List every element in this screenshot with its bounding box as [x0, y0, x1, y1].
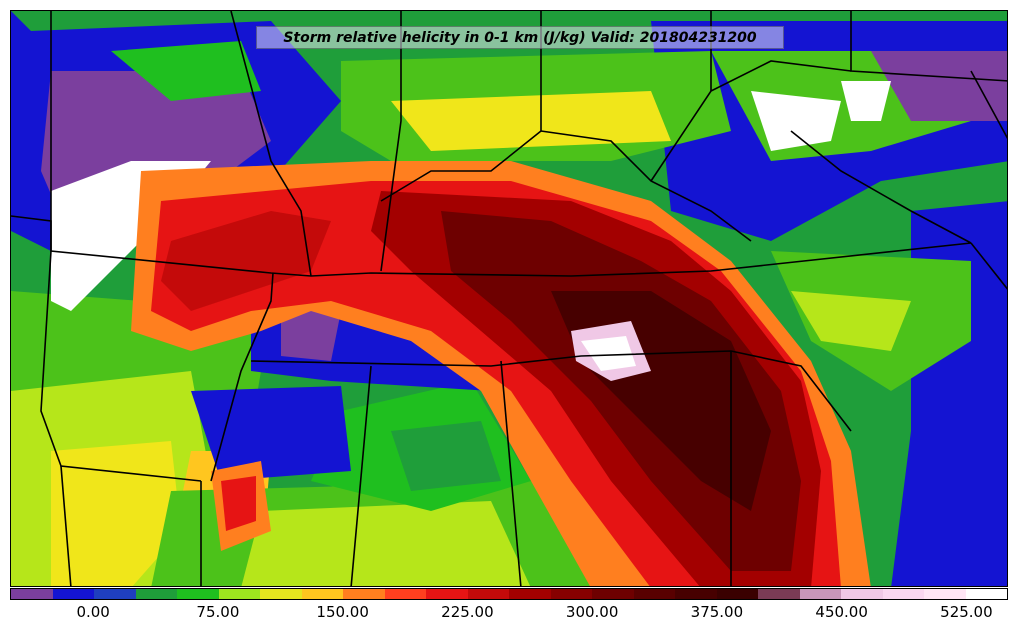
colorbar-segment	[218, 589, 260, 599]
colorbar-segment	[675, 589, 717, 599]
colorbar-segment	[550, 589, 592, 599]
colorbar-segment	[924, 589, 966, 599]
colorbar-segment	[94, 589, 136, 599]
map-title: Storm relative helicity in 0-1 km (J/kg)…	[283, 29, 757, 46]
colorbar-segment	[799, 589, 841, 599]
colorbar	[10, 588, 1008, 600]
colorbar-segment	[882, 589, 924, 599]
colorbar-segment	[11, 589, 53, 599]
colorbar-segment	[965, 589, 1007, 599]
colorbar-tick-label: 525.00	[940, 603, 993, 621]
colorbar-segment	[509, 589, 551, 599]
map-title-box: Storm relative helicity in 0-1 km (J/kg)…	[256, 26, 784, 49]
colorbar-segment	[343, 589, 385, 599]
colorbar-segment	[633, 589, 675, 599]
colorbar-segment	[467, 589, 509, 599]
colorbar-segment	[716, 589, 758, 599]
colorbar-tick-label: 225.00	[441, 603, 494, 621]
colorbar-segment	[301, 589, 343, 599]
colorbar-segment	[135, 589, 177, 599]
colorbar-tick-labels: 0.00 75.00 150.00 225.00 300.00 375.00 450.00 5…	[10, 601, 1008, 623]
helicity-field-map	[11, 11, 1007, 586]
colorbar-segment	[758, 589, 800, 599]
colorbar-tick-label: 450.00	[815, 603, 868, 621]
map-panel: Storm relative helicity in 0-1 km (J/kg)…	[10, 10, 1008, 587]
colorbar-segment	[384, 589, 426, 599]
colorbar-tick-label: 75.00	[196, 603, 240, 621]
colorbar-tick-label: 0.00	[76, 603, 110, 621]
colorbar-segment	[52, 589, 94, 599]
colorbar-segment	[592, 589, 634, 599]
colorbar-tick-label: 300.00	[565, 603, 619, 621]
colorbar-segment	[426, 589, 468, 599]
colorbar-segment	[260, 589, 302, 599]
colorbar-segment	[177, 589, 219, 599]
colorbar-tick-label: 375.00	[690, 603, 744, 621]
colorbar-tick-label: 150.00	[316, 603, 369, 621]
colorbar-segment	[841, 589, 883, 599]
